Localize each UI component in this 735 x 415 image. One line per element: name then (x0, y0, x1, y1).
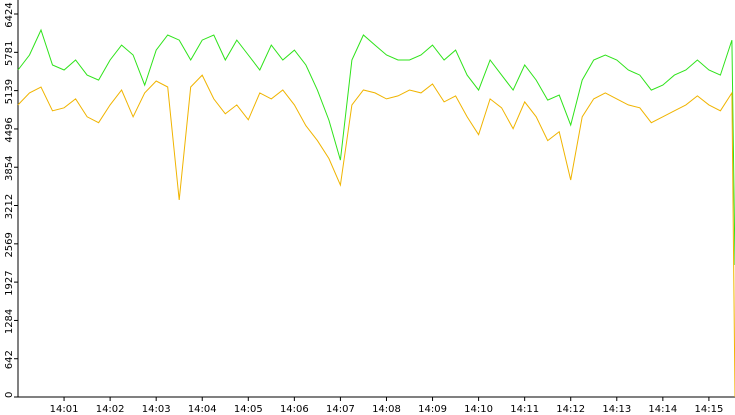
x-tick-label: 14:12 (556, 404, 585, 415)
x-tick-label: 14:05 (234, 404, 263, 415)
y-tick-label: 2569 (4, 232, 15, 257)
y-tick-label: 0 (4, 392, 15, 398)
x-tick-label: 14:13 (602, 404, 631, 415)
x-tick-label: 14:14 (648, 404, 677, 415)
x-tick-label: 14:07 (326, 404, 355, 415)
x-tick-label: 14:11 (510, 404, 539, 415)
x-tick-label: 14:10 (464, 404, 493, 415)
y-tick-label: 4496 (4, 117, 15, 142)
y-tick-label: 3212 (4, 194, 15, 219)
y-tick-label: 5139 (4, 79, 15, 104)
x-tick-label: 14:06 (280, 404, 309, 415)
x-tick-label: 14:02 (96, 404, 125, 415)
x-tick-label: 14:03 (142, 404, 171, 415)
y-tick-label: 5781 (4, 41, 15, 66)
y-tick-label: 6424 (4, 2, 15, 27)
y-tick-label: 642 (4, 350, 15, 369)
x-tick-label: 14:01 (50, 404, 79, 415)
series-line (17, 74, 735, 398)
x-tick-label: 14:15 (694, 404, 723, 415)
x-tick-label: 14:04 (188, 404, 217, 415)
x-tick-label: 14:09 (418, 404, 447, 415)
y-tick-label: 3854 (4, 155, 15, 180)
x-tick-label: 14:08 (372, 404, 401, 415)
series-line (17, 28, 735, 266)
y-tick-label: 1927 (4, 270, 15, 295)
y-tick-label: 1284 (4, 309, 15, 334)
